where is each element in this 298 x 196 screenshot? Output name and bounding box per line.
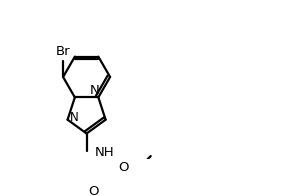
Text: Br: Br [56,45,70,58]
Text: O: O [118,161,128,174]
Text: N: N [90,84,100,97]
Text: N: N [70,111,79,124]
Text: NH: NH [95,146,114,159]
Text: O: O [89,185,99,196]
